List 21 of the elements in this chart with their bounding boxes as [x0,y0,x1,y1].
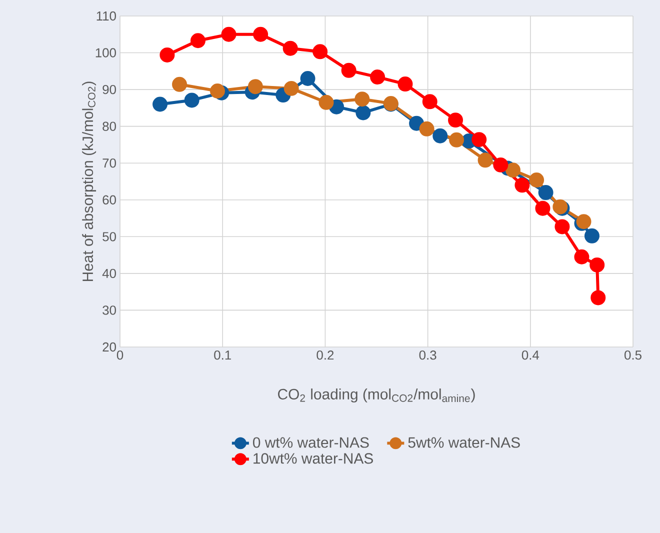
x-tick-label: 0.2 [316,350,334,360]
legend-label: 0 wt% water-NAS [253,437,369,448]
y-tick-label: 80 [102,122,116,131]
y-tick-label: 30 [102,306,116,315]
y-tick-label: 70 [102,158,116,168]
y-tick-label: 110 [96,11,116,21]
y-axis-title: Heat of absorption (kJ/mol$_{CO2}$) [82,82,96,281]
x-tick-label: 0.1 [214,350,231,360]
y-tick-label: 40 [102,268,116,278]
x-tick-label: 0.4 [522,350,540,360]
y-tick-label: 100 [96,48,116,58]
x-tick-label: 0.5 [624,350,642,360]
legend-label: 10wt% water-NAS [254,453,373,464]
y-tick-label: 60 [102,195,116,204]
legend-label: 5wt% water-NAS [408,437,520,448]
x-tick-label: 0.3 [419,350,436,360]
y-tick-label: 90 [102,84,116,94]
x-tick-label: 0 [116,350,124,360]
x-axis-title: CO$_{2}$ loading (mol$_{CO2}$/mol$_{amine}$) [278,388,475,402]
y-tick-label: 50 [102,232,116,242]
y-tick-label: 20 [102,342,116,352]
